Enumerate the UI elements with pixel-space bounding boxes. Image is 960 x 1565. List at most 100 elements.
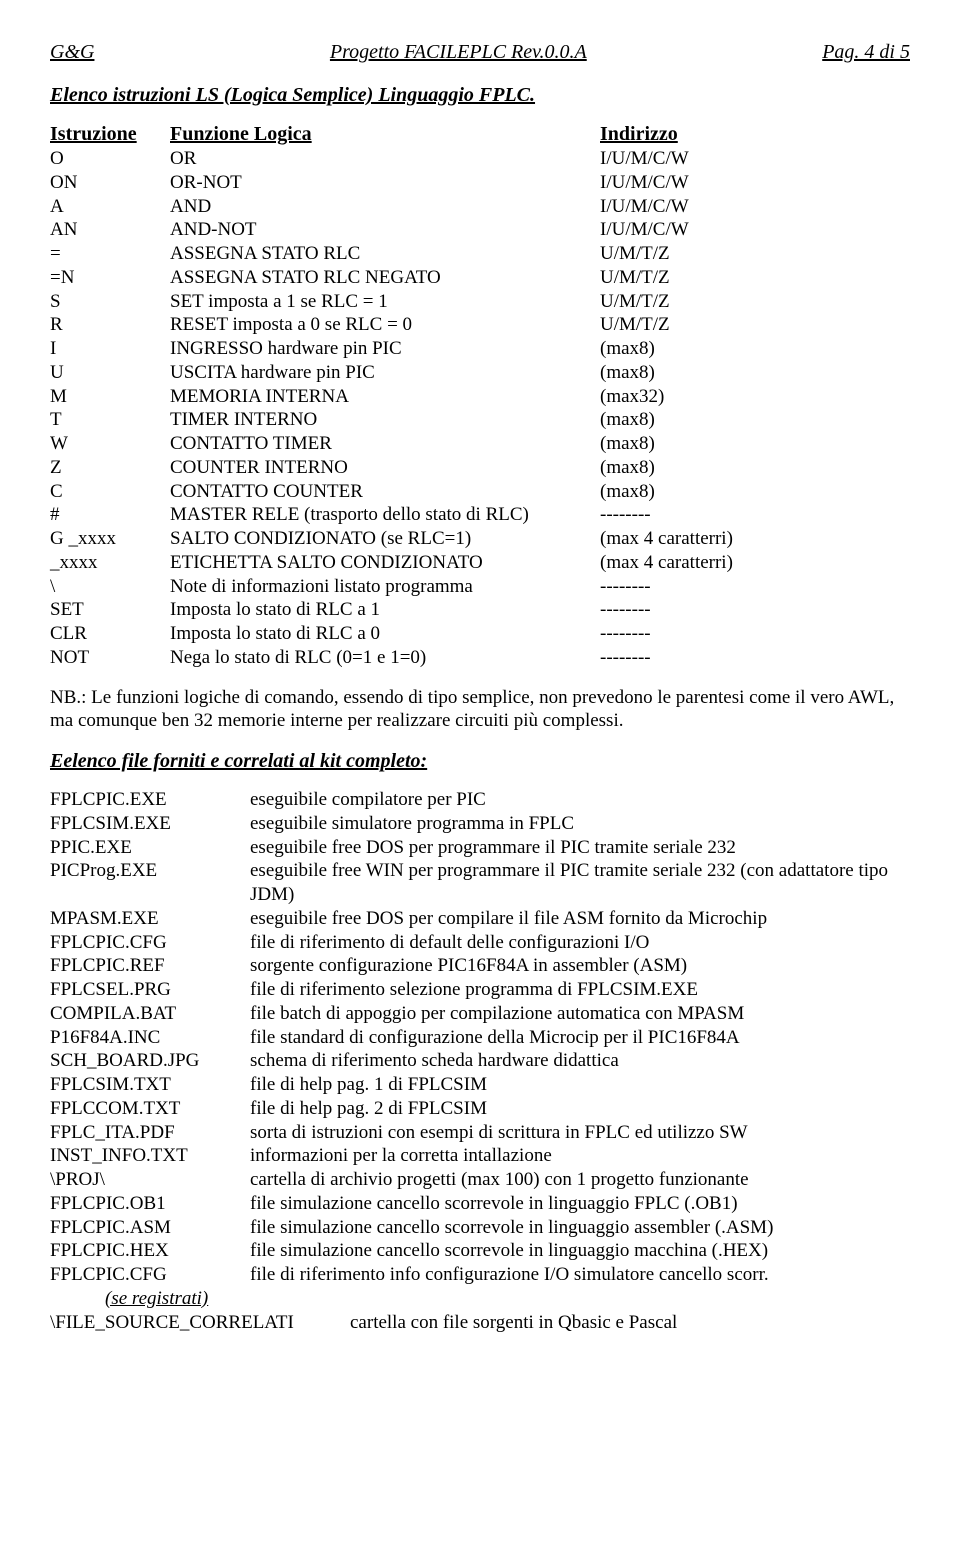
table-row: IINGRESSO hardware pin PIC(max8): [50, 337, 910, 361]
file-list: FPLCPIC.EXEeseguibile compilatore per PI…: [50, 788, 910, 1287]
cell-funzione: INGRESSO hardware pin PIC: [170, 337, 600, 361]
file-row: FPLCPIC.OB1file simulazione cancello sco…: [50, 1192, 910, 1216]
th-indirizzo: Indirizzo: [600, 122, 910, 147]
cell-funzione: MEMORIA INTERNA: [170, 385, 600, 409]
cell-indirizzo: (max8): [600, 480, 910, 504]
table-row: =NASSEGNA STATO RLC NEGATOU/M/T/Z: [50, 266, 910, 290]
table-row: G _xxxxSALTO CONDIZIONATO (se RLC=1)(max…: [50, 527, 910, 551]
cell-indirizzo: (max8): [600, 361, 910, 385]
file-desc: sorta di istruzioni con esempi di scritt…: [250, 1121, 910, 1145]
file-row: COMPILA.BATfile batch di appoggio per co…: [50, 1002, 910, 1026]
table-row: \Note di informazioni listato programma-…: [50, 575, 910, 599]
cell-istruzione: AN: [50, 218, 170, 242]
file-row: \PROJ\cartella di archivio progetti (max…: [50, 1168, 910, 1192]
file-desc: eseguibile free WIN per programmare il P…: [250, 859, 910, 907]
file-row: FPLCPIC.ASMfile simulazione cancello sco…: [50, 1216, 910, 1240]
cell-istruzione: =: [50, 242, 170, 266]
cell-istruzione: \: [50, 575, 170, 599]
cell-istruzione: _xxxx: [50, 551, 170, 575]
file-name: FPLC_ITA.PDF: [50, 1121, 250, 1145]
nb-note: NB.: Le funzioni logiche di comando, ess…: [50, 686, 910, 734]
cell-istruzione: CLR: [50, 622, 170, 646]
cell-funzione: ETICHETTA SALTO CONDIZIONATO: [170, 551, 600, 575]
cell-istruzione: G _xxxx: [50, 527, 170, 551]
file-desc: sorgente configurazione PIC16F84A in ass…: [250, 954, 910, 978]
file-desc: file batch di appoggio per compilazione …: [250, 1002, 910, 1026]
file-row: FPLCSIM.EXEeseguibile simulatore program…: [50, 812, 910, 836]
cell-istruzione: C: [50, 480, 170, 504]
file-row: MPASM.EXEeseguibile free DOS per compila…: [50, 907, 910, 931]
file-desc: eseguibile free DOS per programmare il P…: [250, 836, 910, 860]
cell-istruzione: NOT: [50, 646, 170, 670]
file-desc: file simulazione cancello scorrevole in …: [250, 1192, 910, 1216]
table-row: MMEMORIA INTERNA(max32): [50, 385, 910, 409]
file-row: FPLCPIC.REFsorgente configurazione PIC16…: [50, 954, 910, 978]
table-row: =ASSEGNA STATO RLCU/M/T/Z: [50, 242, 910, 266]
file-desc: cartella di archivio progetti (max 100) …: [250, 1168, 910, 1192]
instruction-table-body: OORI/U/M/C/WONOR-NOTI/U/M/C/WAANDI/U/M/C…: [50, 147, 910, 670]
file-name: FPLCPIC.REF: [50, 954, 250, 978]
cell-funzione: Imposta lo stato di RLC a 1: [170, 598, 600, 622]
cell-indirizzo: U/M/T/Z: [600, 290, 910, 314]
cell-istruzione: #: [50, 503, 170, 527]
page-header: G&G Progetto FACILEPLC Rev.0.0.A Pag. 4 …: [50, 40, 910, 65]
cell-funzione: COUNTER INTERNO: [170, 456, 600, 480]
cell-istruzione: =N: [50, 266, 170, 290]
file-desc: file simulazione cancello scorrevole in …: [250, 1216, 910, 1240]
file-name: MPASM.EXE: [50, 907, 250, 931]
cell-indirizzo: --------: [600, 646, 910, 670]
file-name: FPLCPIC.ASM: [50, 1216, 250, 1240]
table-row: CLRImposta lo stato di RLC a 0--------: [50, 622, 910, 646]
file-desc: informazioni per la corretta intallazion…: [250, 1144, 910, 1168]
file-row: FPLCPIC.CFGfile di riferimento info conf…: [50, 1263, 910, 1287]
instruction-table-header: Istruzione Funzione Logica Indirizzo: [50, 122, 910, 147]
file-desc: eseguibile free DOS per compilare il fil…: [250, 907, 910, 931]
file-row: INST_INFO.TXTinformazioni per la corrett…: [50, 1144, 910, 1168]
cell-funzione: MASTER RELE (trasporto dello stato di RL…: [170, 503, 600, 527]
cell-funzione: OR: [170, 147, 600, 171]
file-name: FPLCSEL.PRG: [50, 978, 250, 1002]
cell-istruzione: U: [50, 361, 170, 385]
cell-indirizzo: I/U/M/C/W: [600, 218, 910, 242]
cell-istruzione: SET: [50, 598, 170, 622]
file-desc: file di help pag. 1 di FPLCSIM: [250, 1073, 910, 1097]
th-funzione: Funzione Logica: [170, 122, 600, 147]
cell-funzione: SALTO CONDIZIONATO (se RLC=1): [170, 527, 600, 551]
header-right: Pag. 4 di 5: [822, 40, 910, 65]
file-name: INST_INFO.TXT: [50, 1144, 250, 1168]
cell-funzione: Note di informazioni listato programma: [170, 575, 600, 599]
file-row: FPLCSEL.PRGfile di riferimento selezione…: [50, 978, 910, 1002]
cell-funzione: ASSEGNA STATO RLC: [170, 242, 600, 266]
file-desc: file di riferimento info configurazione …: [250, 1263, 910, 1287]
file-row: FPLCPIC.EXEeseguibile compilatore per PI…: [50, 788, 910, 812]
cell-indirizzo: (max8): [600, 337, 910, 361]
cell-indirizzo: --------: [600, 598, 910, 622]
file-desc: file simulazione cancello scorrevole in …: [250, 1239, 910, 1263]
file-desc: file standard di configurazione della Mi…: [250, 1026, 910, 1050]
cell-indirizzo: U/M/T/Z: [600, 266, 910, 290]
cell-indirizzo: --------: [600, 575, 910, 599]
file-name: FPLCPIC.HEX: [50, 1239, 250, 1263]
cell-indirizzo: --------: [600, 503, 910, 527]
file-desc: eseguibile compilatore per PIC: [250, 788, 910, 812]
table-row: CCONTATTO COUNTER(max8): [50, 480, 910, 504]
cell-indirizzo: I/U/M/C/W: [600, 171, 910, 195]
cell-indirizzo: I/U/M/C/W: [600, 195, 910, 219]
file-row: PPIC.EXEeseguibile free DOS per programm…: [50, 836, 910, 860]
table-row: SSET imposta a 1 se RLC = 1U/M/T/Z: [50, 290, 910, 314]
file-name: SCH_BOARD.JPG: [50, 1049, 250, 1073]
file-name: FPLCPIC.CFG: [50, 931, 250, 955]
cell-istruzione: M: [50, 385, 170, 409]
file-row: FPLC_ITA.PDFsorta di istruzioni con esem…: [50, 1121, 910, 1145]
cell-istruzione: A: [50, 195, 170, 219]
file-name: FPLCCOM.TXT: [50, 1097, 250, 1121]
cell-istruzione: O: [50, 147, 170, 171]
cell-funzione: AND-NOT: [170, 218, 600, 242]
cell-funzione: CONTATTO COUNTER: [170, 480, 600, 504]
file-name: \FILE_SOURCE_CORRELATI: [50, 1311, 350, 1335]
table-row: #MASTER RELE (trasporto dello stato di R…: [50, 503, 910, 527]
file-name: FPLCSIM.TXT: [50, 1073, 250, 1097]
table-row: UUSCITA hardware pin PIC(max8): [50, 361, 910, 385]
cell-funzione: OR-NOT: [170, 171, 600, 195]
cell-indirizzo: U/M/T/Z: [600, 313, 910, 337]
